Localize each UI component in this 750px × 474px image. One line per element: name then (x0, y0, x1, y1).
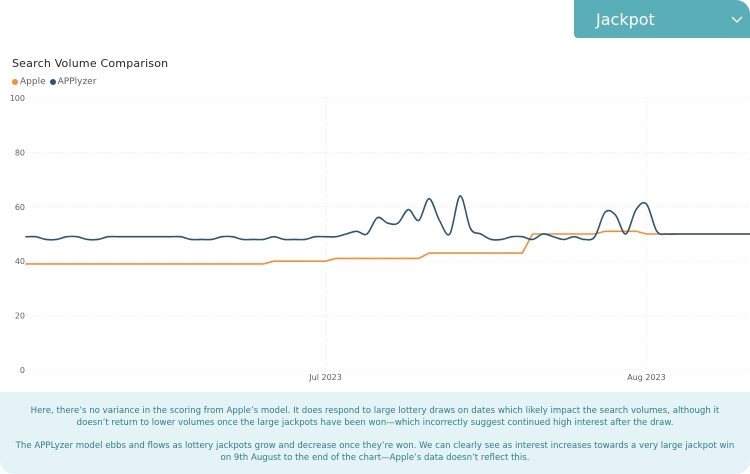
legend-item-applyzer[interactable]: APPlyzer (49, 77, 97, 87)
commentary-paragraph-1: Here, there’s no variance in the scoring… (30, 406, 720, 428)
legend-label-applyzer: APPlyzer (57, 77, 97, 87)
y-tick-label: 100 (10, 94, 25, 103)
x-tick-label: Aug 2023 (627, 373, 666, 382)
y-tick-label: 80 (15, 148, 25, 157)
jackpot-filter-dropdown[interactable]: Jackpot (574, 0, 750, 38)
legend-swatch-applyzer (49, 79, 56, 85)
y-tick-label: 40 (15, 257, 25, 266)
legend-label-apple: Apple (20, 77, 46, 87)
series-line-applyzer (25, 195, 750, 241)
y-tick-label: 60 (15, 203, 25, 212)
series-line-apple (25, 230, 750, 265)
legend-swatch-apple (12, 79, 18, 85)
line-chart: 0 20 40 60 80 100 Jul 2023 Aug 2023 (10, 94, 750, 382)
chevron-down-icon (731, 16, 743, 23)
dropdown-selected-value: Jackpot (596, 10, 655, 29)
chart-legend: Apple APPlyzer (12, 77, 96, 87)
y-tick-label: 0 (20, 366, 25, 375)
commentary-panel: Here, there’s no variance in the scoring… (0, 392, 750, 474)
y-tick-label: 20 (15, 312, 25, 321)
legend-item-apple[interactable]: Apple (12, 77, 46, 87)
chart-title: Search Volume Comparison (12, 57, 169, 70)
commentary-paragraph-2: The APPLyzer model ebbs and flows as lot… (15, 441, 735, 463)
x-tick-label: Jul 2023 (308, 373, 342, 382)
